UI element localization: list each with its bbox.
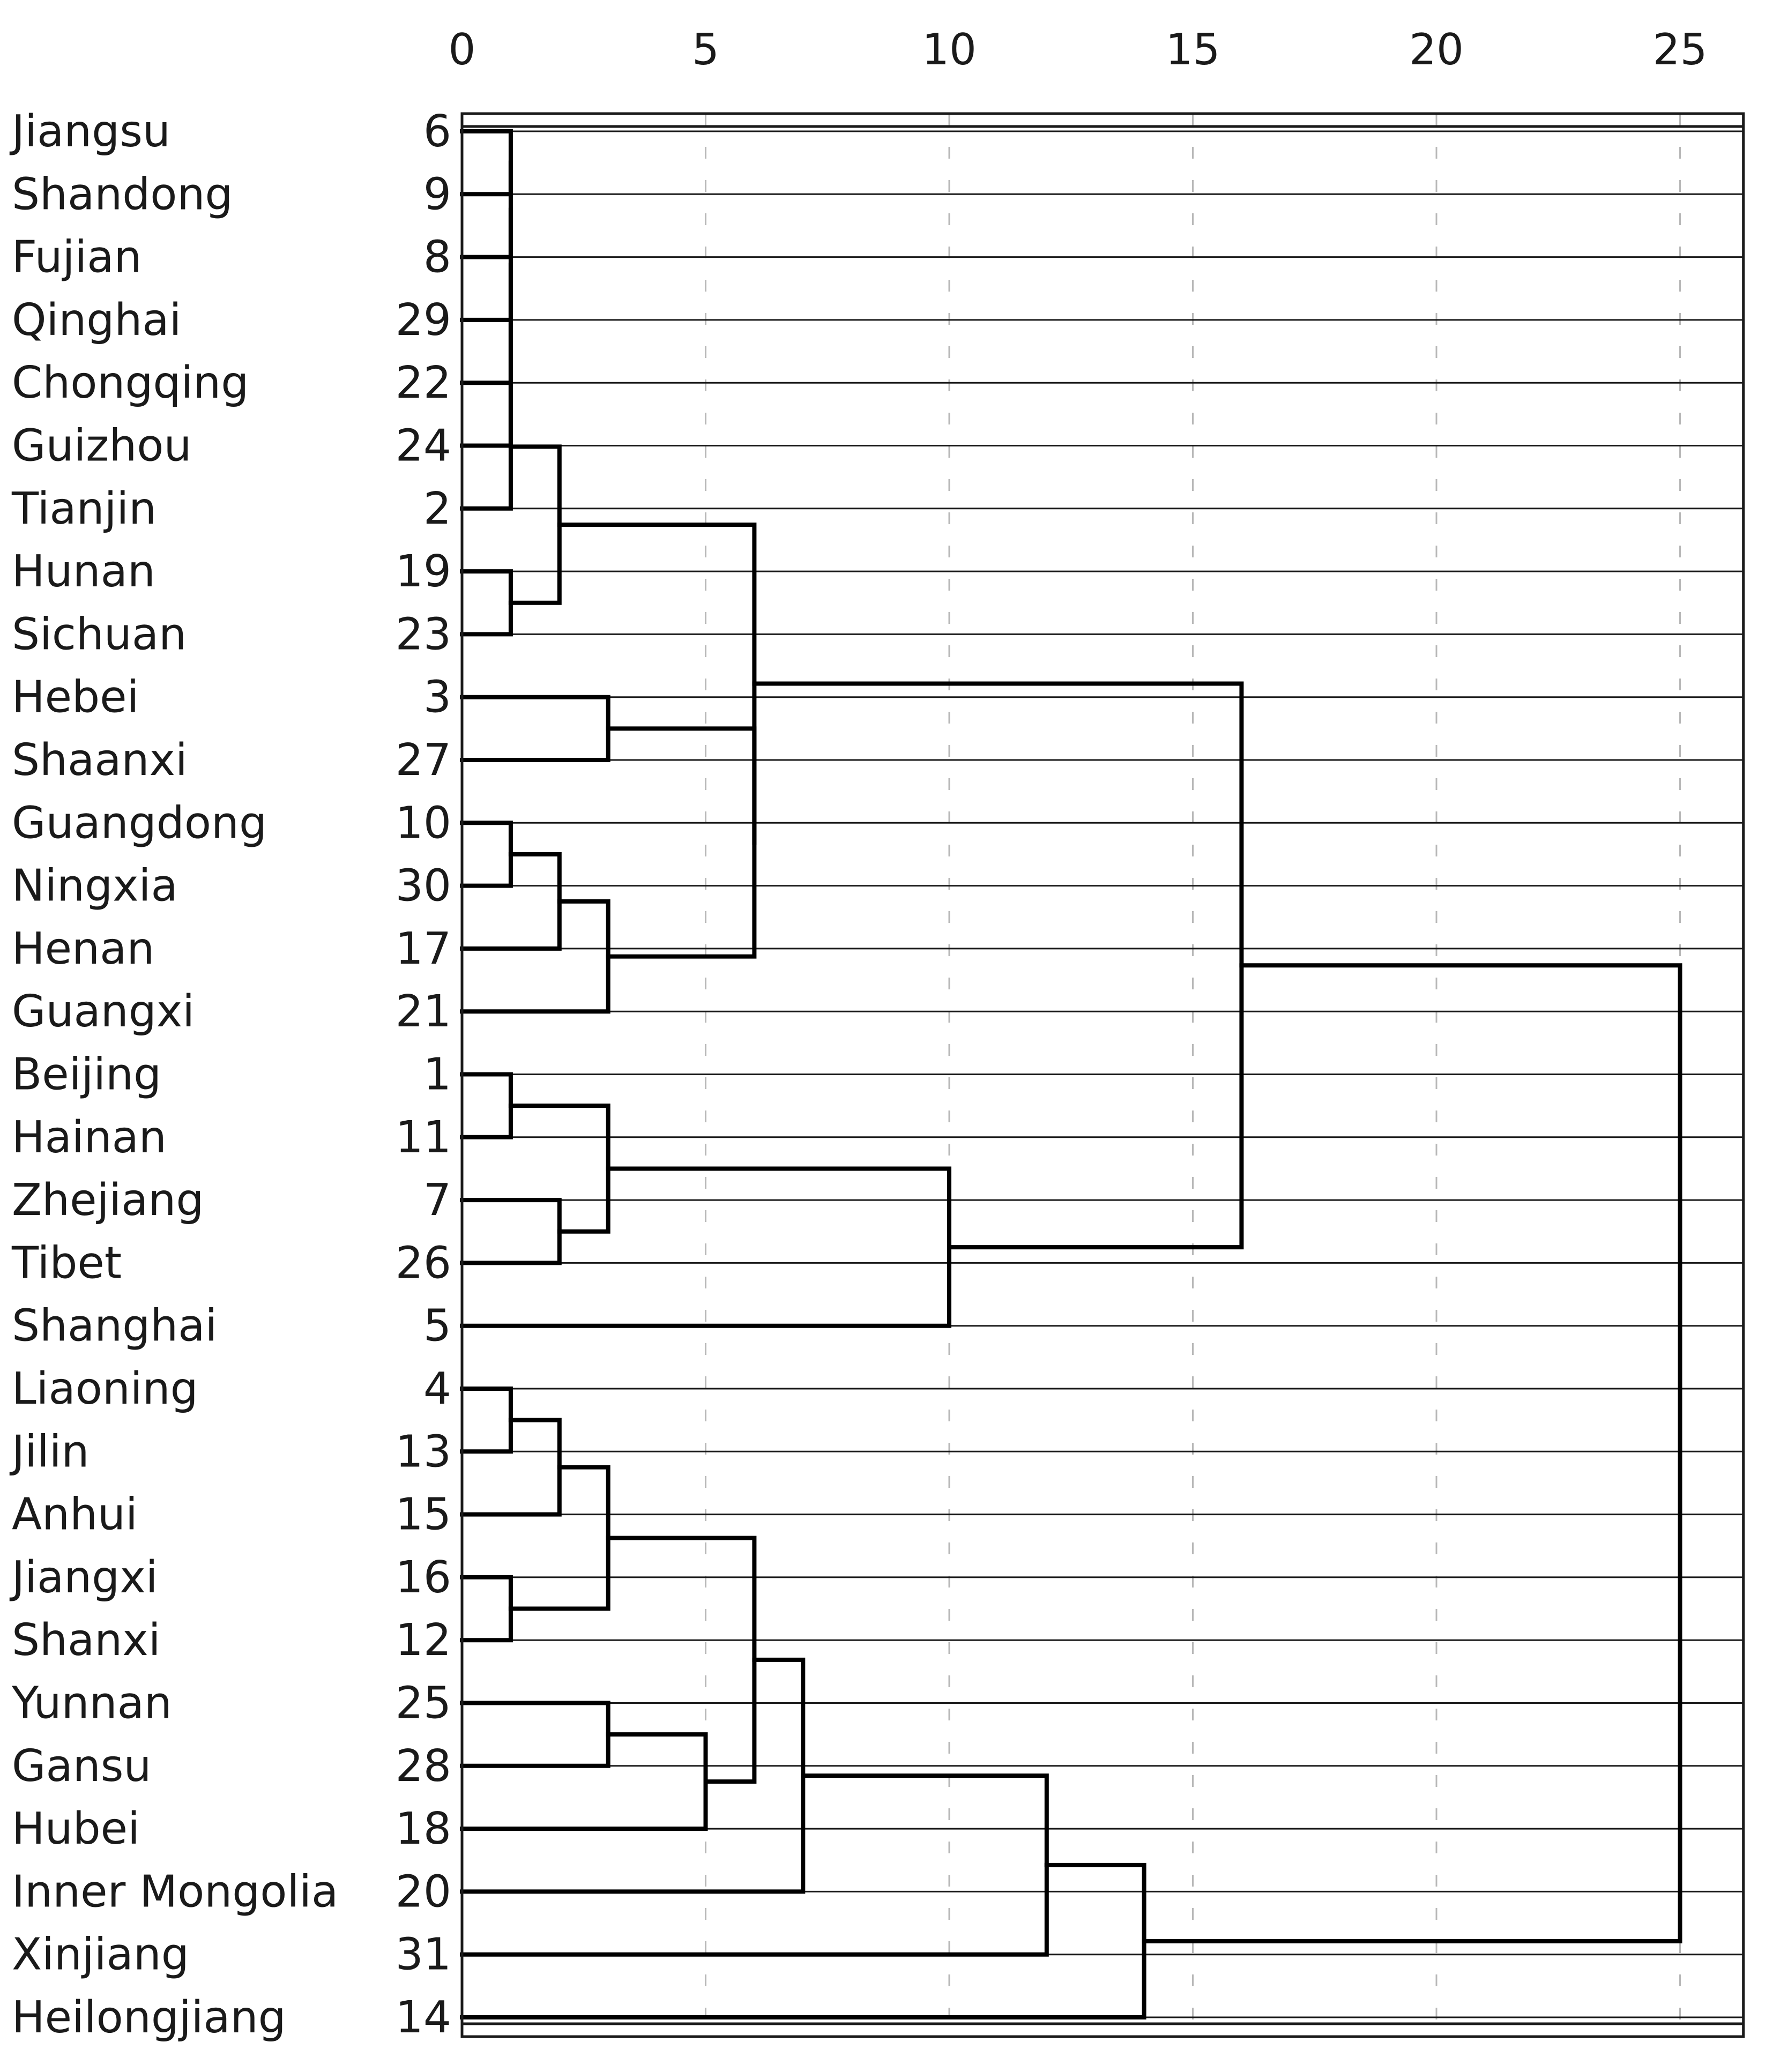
row-label: Hebei <box>12 672 139 723</box>
top-axis: 0 5 10 15 20 25 <box>449 25 1708 74</box>
merge-link-6 <box>460 569 513 637</box>
row-label: Hainan <box>12 1112 167 1163</box>
case-number: 30 <box>396 861 451 912</box>
case-number: 6 <box>423 106 451 157</box>
merge-link-0 <box>460 129 513 197</box>
merge-link-11 <box>460 899 610 1014</box>
case-number: 4 <box>423 1363 451 1414</box>
case-number: 7 <box>423 1175 451 1226</box>
row-label: Shandong <box>12 169 233 220</box>
merge-link-1 <box>460 160 513 259</box>
tick-label: 15 <box>1166 25 1220 74</box>
case-number: 25 <box>396 1678 451 1729</box>
row-label: Gansu <box>12 1741 151 1792</box>
merge-link-9 <box>460 821 513 888</box>
merge-link-29 <box>1142 963 1682 1943</box>
row-label: Shanghai <box>12 1301 217 1352</box>
row-label: Anhui <box>12 1489 138 1540</box>
row-label: Heilongjiang <box>12 1992 286 2043</box>
case-number: 12 <box>396 1615 451 1666</box>
tick-label: 25 <box>1653 25 1708 74</box>
merge-link-3 <box>460 263 513 385</box>
merge-link-26 <box>460 1657 806 1894</box>
row-label: Shaanxi <box>12 735 188 786</box>
row-label: Jiangxi <box>9 1552 158 1603</box>
case-number: 23 <box>396 609 451 660</box>
merge-link-8 <box>460 695 610 762</box>
row-label: Guizhou <box>12 421 191 472</box>
row-labels: Jiangsu 6 Shandong 9 Fujian 8 Qinghai 29 Chongqi… <box>9 106 451 2043</box>
merge-link-5 <box>460 382 513 511</box>
row-label: Tianjin <box>11 483 157 534</box>
merge-link-15 <box>460 1198 562 1265</box>
row-label: Zhejiang <box>12 1175 204 1226</box>
case-number: 16 <box>396 1552 451 1603</box>
case-number: 10 <box>396 798 451 848</box>
row-label: Hubei <box>12 1803 140 1854</box>
row-label: Henan <box>12 923 154 974</box>
merge-link-7 <box>508 444 562 605</box>
case-number: 21 <box>396 986 451 1037</box>
row-label: Shanxi <box>12 1615 161 1666</box>
merge-link-19 <box>460 1387 513 1454</box>
case-number: 1 <box>423 1049 451 1100</box>
merge-link-13 <box>557 523 757 845</box>
case-number: 26 <box>396 1238 451 1288</box>
row-label: Qinghai <box>12 295 181 346</box>
case-number: 9 <box>423 169 451 220</box>
row-label: Xinjiang <box>12 1929 189 1980</box>
merge-link-12 <box>606 726 757 959</box>
case-number: 11 <box>396 1112 451 1163</box>
tick-label: 5 <box>692 25 719 74</box>
tick-label: 0 <box>449 25 476 74</box>
case-number: 28 <box>396 1741 451 1792</box>
case-number: 24 <box>396 421 451 472</box>
tick-label: 20 <box>1409 25 1464 74</box>
merge-link-18 <box>752 681 1244 1250</box>
case-number: 13 <box>396 1426 451 1477</box>
plot-frame <box>460 112 1745 2038</box>
row-label: Hunan <box>12 546 155 597</box>
merge-link-21 <box>460 1575 513 1643</box>
merge-link-25 <box>606 1536 757 1784</box>
row-label: Sichuan <box>12 609 187 660</box>
case-number: 27 <box>396 735 451 786</box>
case-number: 14 <box>396 1992 451 2043</box>
case-number: 31 <box>396 1929 451 1980</box>
merge-link-23 <box>460 1701 610 1768</box>
row-label: Tibet <box>11 1238 122 1288</box>
row-label: Guangdong <box>12 798 267 848</box>
merge-link-27 <box>460 1773 1049 1957</box>
case-number: 8 <box>423 232 451 283</box>
case-number: 19 <box>396 546 451 597</box>
row-label: Jiangsu <box>9 106 170 157</box>
tick-label: 10 <box>922 25 977 74</box>
row-label: Inner Mongolia <box>12 1866 338 1917</box>
case-number: 22 <box>396 357 451 408</box>
merge-link-14 <box>460 1072 513 1139</box>
case-number: 20 <box>396 1866 451 1917</box>
merge-link-2 <box>460 207 513 322</box>
row-label: Chongqing <box>12 357 249 408</box>
case-number: 18 <box>396 1803 451 1854</box>
case-number: 2 <box>423 483 451 534</box>
row-label: Guangxi <box>12 986 195 1037</box>
case-number: 15 <box>396 1489 451 1540</box>
row-label: Yunnan <box>11 1678 172 1729</box>
case-number: 29 <box>396 295 451 346</box>
row-label: Liaoning <box>12 1363 198 1414</box>
case-number: 17 <box>396 923 451 974</box>
frame-border <box>460 112 1745 2038</box>
row-label: Jilin <box>9 1426 90 1477</box>
row-label: Ningxia <box>12 861 178 912</box>
row-label: Fujian <box>12 232 141 283</box>
case-number: 5 <box>423 1301 451 1352</box>
case-number: 3 <box>423 672 451 723</box>
merge-link-24 <box>460 1732 708 1831</box>
row-label: Beijing <box>12 1049 161 1100</box>
tree-links <box>460 129 1682 2019</box>
